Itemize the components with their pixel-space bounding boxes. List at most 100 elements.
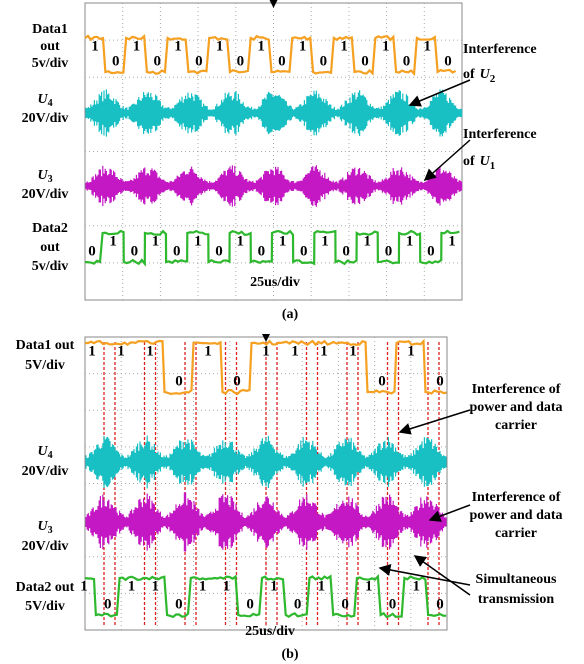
bit-label: 1	[423, 38, 431, 54]
annotation: Interference of	[472, 382, 561, 397]
bit-label: 0	[131, 243, 139, 259]
timebase: 25us/div	[250, 275, 300, 290]
bit-label: 1	[174, 38, 182, 54]
bit-label: 0	[342, 243, 350, 259]
subscript: 1	[490, 160, 496, 172]
bit-label: 1	[270, 578, 278, 594]
channel-label: U3	[37, 168, 52, 185]
bit-label: 1	[223, 578, 231, 594]
annotation: carrier	[495, 418, 537, 433]
bit-label: 1	[299, 38, 307, 54]
bit-label: 0	[403, 53, 411, 69]
channel-label: 5v/div	[32, 259, 69, 274]
bit-label: 0	[175, 596, 183, 612]
bit-label: 1	[318, 578, 326, 594]
caption: (a)	[282, 307, 299, 322]
bit-label: 1	[146, 343, 154, 359]
channel-scale: 20V/div	[22, 464, 69, 479]
subscript: 3	[48, 525, 53, 536]
bit-label: 1	[291, 343, 299, 359]
bit-label: 1	[257, 38, 265, 54]
bit-label: 0	[175, 373, 183, 389]
bit-label: 1	[128, 578, 136, 594]
bit-label: 1	[194, 233, 202, 249]
channel-label: out	[40, 39, 60, 54]
bit-label: 0	[195, 53, 203, 69]
bit-label: 0	[294, 596, 302, 612]
channel-label: U4	[37, 444, 52, 461]
channel-label: Data2 out	[16, 580, 75, 595]
trigger-marker	[270, 0, 278, 8]
bit-label: 1	[199, 578, 207, 594]
bit-label: 1	[365, 578, 373, 594]
bit-label: 1	[448, 233, 456, 249]
bit-label: 0	[320, 53, 328, 69]
bit-label: 0	[237, 53, 245, 69]
carrier-waveform	[86, 89, 462, 136]
bit-label: 1	[382, 38, 390, 54]
figure: 101010101010101010Data1out5v/divU420V/di…	[0, 0, 584, 664]
bit-label: 0	[378, 373, 386, 389]
annotation: Interference	[463, 127, 537, 142]
annotation: power and data	[469, 400, 562, 415]
bit-label: 1	[321, 233, 329, 249]
bit-label: 1	[279, 233, 287, 249]
carrier-waveform	[86, 165, 462, 206]
bit-label: 0	[215, 243, 223, 259]
bit-label: 0	[112, 53, 120, 69]
bit-label: 0	[154, 53, 162, 69]
channel-label: 5V/div	[25, 358, 65, 373]
bit-label: 0	[389, 596, 397, 612]
bit-label: 1	[204, 343, 212, 359]
bit-label: 1	[109, 233, 117, 249]
bit-label: 0	[436, 596, 444, 612]
channel-label: 5V/div	[25, 599, 65, 614]
bit-label: 1	[236, 233, 244, 249]
data-waveform	[85, 36, 456, 74]
bit-label: 1	[91, 38, 99, 54]
subscript: 4	[48, 450, 53, 461]
caption: (b)	[281, 647, 298, 662]
bit-label: 1	[80, 578, 88, 594]
bit-label: 1	[117, 343, 125, 359]
bit-label: 0	[173, 243, 181, 259]
bit-label: 0	[278, 53, 286, 69]
bit-label: 1	[320, 343, 328, 359]
subscript: 3	[48, 174, 53, 185]
subscript: 4	[48, 98, 53, 109]
annotation: power and data	[469, 508, 562, 523]
bit-label: 0	[88, 243, 96, 259]
bit-label: 1	[216, 38, 224, 54]
bit-label: 1	[88, 343, 96, 359]
bit-label: 0	[104, 596, 112, 612]
carrier-waveform	[86, 436, 446, 489]
bit-label: 0	[258, 243, 266, 259]
bit-label: 1	[413, 578, 421, 594]
channel-label: out	[40, 240, 60, 255]
annotation: Simultaneous	[476, 572, 557, 587]
channel-scale: 20V/div	[22, 111, 69, 126]
bit-label: 0	[233, 373, 241, 389]
channel-label: Data2	[32, 221, 68, 236]
annotation: Interference	[463, 42, 537, 57]
channel-label: U3	[37, 519, 52, 536]
bit-label: 1	[151, 578, 159, 594]
bit-label: 0	[436, 373, 444, 389]
bit-label: 0	[444, 53, 452, 69]
annotation: transmission	[478, 592, 554, 607]
timebase: 25us/div	[245, 624, 295, 639]
channel-label: 5v/div	[32, 56, 69, 71]
data-waveform	[85, 231, 459, 264]
annotation: Interference of	[472, 490, 561, 505]
annotation: carrier	[495, 526, 537, 541]
channel-scale: 20V/div	[22, 539, 69, 554]
bit-label: 0	[341, 596, 349, 612]
bit-label: 0	[300, 243, 308, 259]
bit-label: 1	[152, 233, 160, 249]
bit-label: 1	[406, 233, 414, 249]
panel: 101010101010101010Data1out5v/divU420V/di…	[22, 0, 537, 322]
channel-label: Data1 out	[16, 338, 75, 353]
bit-label: 1	[340, 38, 348, 54]
